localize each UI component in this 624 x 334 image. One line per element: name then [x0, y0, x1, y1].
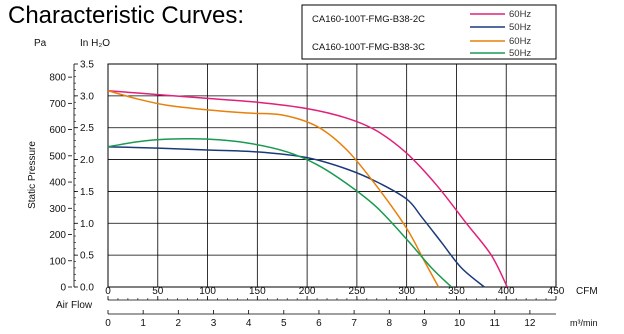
y-axis-title: Static Pressure [27, 141, 38, 209]
x-tick-label-cfm: 50 [152, 286, 164, 297]
curve-series-4 [107, 138, 452, 288]
y-tick-label-pa: 100 [49, 256, 66, 267]
x-tick-label-cfm: 0 [105, 286, 111, 297]
x-units-primary-label: CFM [576, 286, 598, 297]
x-tick-label-m3min: 3 [211, 318, 217, 329]
y-tick-label-pa: 400 [49, 178, 66, 189]
legend-entry-label: 60Hz [509, 9, 531, 20]
plot-area [108, 64, 556, 287]
y-tick-label-inh2o: 1.5 [80, 187, 94, 198]
legend-entry-label: 60Hz [509, 36, 531, 47]
x-tick-label-cfm: 400 [498, 286, 515, 297]
y-tick-label-pa: 0 [60, 283, 66, 294]
x-tick-label-m3min: 6 [316, 318, 322, 329]
curve-series-1 [107, 90, 508, 288]
y-tick-label-inh2o: 3.0 [80, 91, 94, 102]
legend-model-label: CA160-100T-FMG-B38-3C [312, 42, 425, 53]
y-tick-label-inh2o: 0.5 [80, 251, 94, 262]
curve-series-2 [107, 146, 485, 288]
x-tick-label-m3min: 4 [246, 318, 252, 329]
y-units-secondary-label: In H₂O [80, 38, 110, 49]
x-tick-label-m3min: 1 [140, 318, 146, 329]
x-tick-label-m3min: 7 [351, 318, 357, 329]
x-tick-label-cfm: 200 [299, 286, 316, 297]
y-tick-label-inh2o: 1.0 [80, 219, 94, 230]
y-tick-label-inh2o: 2.0 [80, 155, 94, 166]
x-axis-title: Air Flow [56, 300, 93, 311]
plot-border [107, 63, 557, 288]
x-tick-label-cfm: 250 [349, 286, 366, 297]
y-tick-label-inh2o: 3.5 [80, 60, 94, 71]
x-units-secondary-label: m³/min [570, 318, 598, 328]
x-tick-label-cfm: 350 [448, 286, 465, 297]
y-tick-label-pa: 300 [49, 204, 66, 215]
page-title: Characteristic Curves: [8, 2, 245, 29]
x-tick-label-m3min: 2 [176, 318, 182, 329]
x-tick-label-m3min: 10 [454, 318, 466, 329]
x-tick-label-m3min: 12 [524, 318, 536, 329]
legend-entry-label: 50Hz [509, 22, 531, 33]
legend-entry-label: 50Hz [509, 48, 531, 59]
x-tick-label-cfm: 450 [548, 286, 565, 297]
y-tick-label-pa: 700 [49, 99, 66, 110]
y-tick-label-inh2o: 2.5 [80, 123, 94, 134]
curve-series-3 [107, 90, 440, 288]
x-tick-label-m3min: 0 [105, 318, 111, 329]
y-units-primary-label: Pa [34, 38, 47, 49]
y-tick-label-inh2o: 0.0 [80, 283, 94, 294]
x-tick-label-m3min: 8 [386, 318, 392, 329]
x-tick-label-cfm: 300 [398, 286, 415, 297]
y-tick-label-pa: 600 [49, 125, 66, 136]
y-tick-label-pa: 800 [49, 73, 66, 84]
y-tick-label-pa: 500 [49, 151, 66, 162]
x-tick-label-m3min: 11 [490, 318, 501, 329]
x-tick-label-m3min: 9 [422, 318, 428, 329]
x-tick-label-cfm: 150 [249, 286, 266, 297]
legend-box [301, 4, 557, 60]
x-tick-label-m3min: 5 [281, 318, 287, 329]
y-tick-label-pa: 200 [49, 230, 66, 241]
x-tick-label-cfm: 100 [199, 286, 216, 297]
legend-model-label: CA160-100T-FMG-B38-2C [312, 14, 425, 25]
